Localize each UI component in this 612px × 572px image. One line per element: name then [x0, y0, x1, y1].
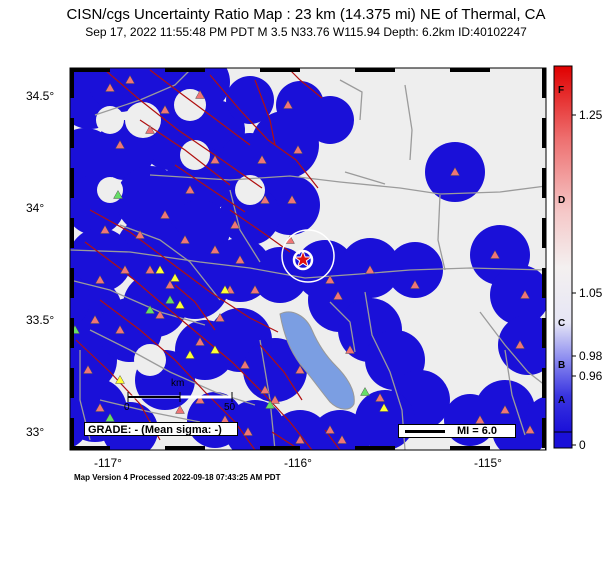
lat-label: 33.5° [26, 313, 54, 327]
lat-label: 34° [26, 201, 44, 215]
scale-unit: km [171, 378, 184, 389]
colorbar-grade-letter: D [558, 195, 565, 206]
colorbar-grade-letter: F [558, 85, 564, 96]
colorbar-grade-letter: A [558, 395, 565, 406]
lat-label: 34.5° [26, 89, 54, 103]
colorbar-grade-letter: C [558, 318, 565, 329]
colorbar-value: 1.05 [579, 286, 602, 300]
map-footer: Map Version 4 Processed 2022-09-18 07:43… [74, 473, 280, 482]
scale-tick: 50 [224, 402, 235, 413]
lon-label: -117° [94, 456, 122, 470]
colorbar-grade-letter: B [558, 360, 565, 371]
lon-label: -116° [284, 456, 312, 470]
colorbar-value: 0 [579, 438, 586, 452]
lat-label: 33° [26, 425, 44, 439]
scale-tick: 0 [124, 402, 130, 413]
colorbar [554, 66, 576, 448]
lon-label: -115° [474, 456, 502, 470]
mi-legend-label: MI = 6.0 [457, 425, 497, 438]
mi-legend: MI = 6.0 [398, 424, 516, 438]
mi-legend-bar [405, 430, 445, 433]
colorbar-value: 1.25 [579, 108, 602, 122]
colorbar-value: 0.96 [579, 369, 602, 383]
colorbar-value: 0.98 [579, 349, 602, 363]
grade-label: GRADE: - (Mean sigma: -) [84, 422, 238, 436]
